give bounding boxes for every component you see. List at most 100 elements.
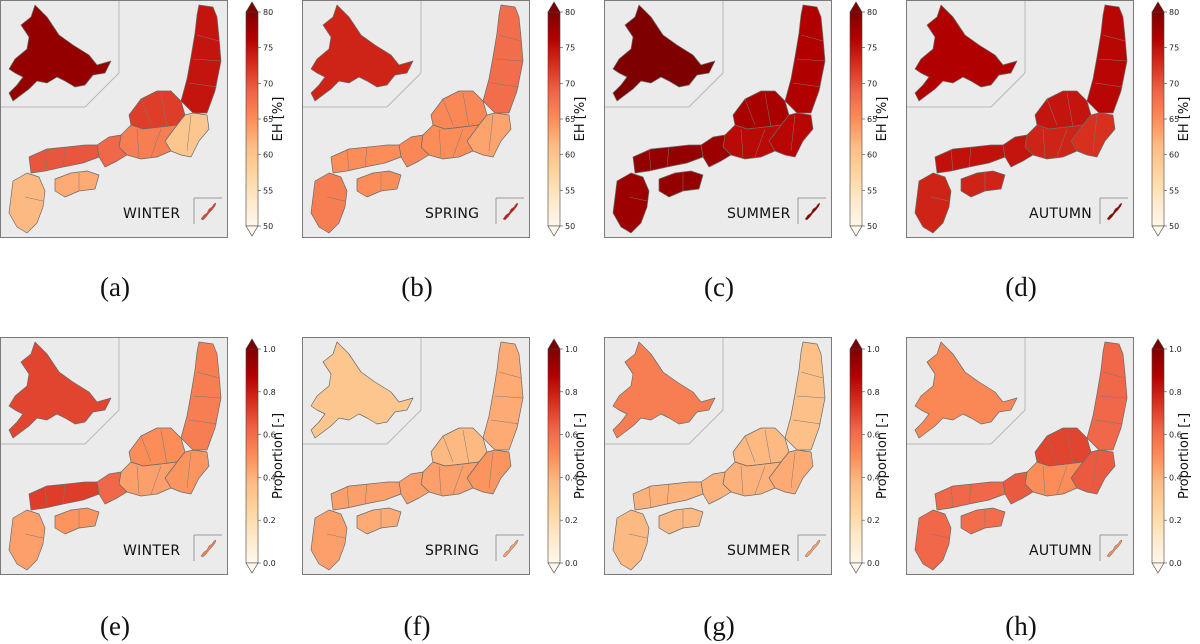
okinawa-inset xyxy=(797,534,826,561)
region-tohoku xyxy=(1086,341,1128,451)
colorbar-tick: 65 xyxy=(263,115,273,124)
region-north xyxy=(430,427,488,467)
season-label: SPRING xyxy=(425,206,480,222)
map-frame: SPRING xyxy=(302,0,530,238)
panel-caption: (b) xyxy=(401,272,433,302)
prefecture-borders xyxy=(326,34,524,202)
japan-choropleth xyxy=(1,338,222,571)
region-shikoku xyxy=(356,170,402,198)
region-north xyxy=(732,427,790,467)
region-okinawa xyxy=(200,539,217,558)
map-panel-summer: SUMMER 0.0 0.2 0.4 0.6 0.8 1.0 Proportion [-] xyxy=(604,337,894,577)
colorbar: 50 55 60 65 70 75 80 EH [%] xyxy=(547,1,588,237)
region-tohoku xyxy=(180,341,222,451)
japan-choropleth xyxy=(1,1,222,234)
colorbar-tick: 70 xyxy=(1169,79,1179,88)
japan-choropleth xyxy=(907,338,1128,571)
region-tohoku xyxy=(482,341,524,451)
prefecture-borders xyxy=(628,371,826,539)
season-label: AUTUMN xyxy=(1029,543,1092,559)
region-kyushu xyxy=(8,172,46,234)
map-panel-summer: SUMMER 50 55 60 65 70 75 80 EH [%] xyxy=(604,0,894,240)
region-kansai xyxy=(398,471,430,505)
map-frame: WINTER xyxy=(0,0,228,238)
region-shikoku xyxy=(960,507,1006,535)
colorbar-tick: 0.0 xyxy=(263,559,276,568)
panel-caption: (f) xyxy=(403,611,431,641)
map-panel-autumn: AUTUMN 50 55 60 65 70 75 80 EH [%] xyxy=(906,0,1196,240)
season-label: WINTER xyxy=(123,206,181,222)
colorbar-tick: 0.8 xyxy=(1169,388,1182,397)
colorbar-tick: 55 xyxy=(867,186,877,195)
region-tohoku xyxy=(784,341,826,451)
season-label: WINTER xyxy=(123,543,181,559)
colorbar: 0.0 0.2 0.4 0.6 0.8 1.0 Proportion [-] xyxy=(1151,338,1192,574)
colorbar-tick: 60 xyxy=(867,151,877,160)
okinawa-inset xyxy=(797,197,826,224)
region-kyushu xyxy=(310,172,348,234)
inset-divider xyxy=(907,338,1026,445)
inset-divider xyxy=(605,338,724,445)
colorbar-tick: 65 xyxy=(867,115,877,124)
region-kyushu xyxy=(612,509,650,571)
season-label: SPRING xyxy=(425,543,480,559)
region-kansai xyxy=(96,471,128,505)
map-panel-winter: WINTER 50 55 60 65 70 75 80 EH [%] xyxy=(0,0,290,240)
region-north xyxy=(1034,90,1092,130)
colorbar-label: Proportion [-] xyxy=(573,413,588,499)
panel-caption: (h) xyxy=(1005,611,1037,641)
region-kansai xyxy=(700,471,732,505)
region-north xyxy=(128,427,186,467)
map-frame: SUMMER xyxy=(604,337,832,575)
colorbar-tick: 0.2 xyxy=(867,516,880,525)
region-kyushu xyxy=(914,172,952,234)
colorbar: 0.0 0.2 0.4 0.6 0.8 1.0 Proportion [-] xyxy=(547,338,588,574)
okinawa-inset xyxy=(193,197,222,224)
region-shikoku xyxy=(658,170,704,198)
colorbar-label: EH [%] xyxy=(875,97,890,142)
colorbar-tick: 75 xyxy=(565,44,575,53)
colorbar-tick: 0.6 xyxy=(1169,431,1182,440)
colorbar-label: Proportion [-] xyxy=(271,413,286,499)
region-hokkaido xyxy=(914,341,1018,439)
colorbar-tick: 0.4 xyxy=(263,473,276,482)
colorbar-tick: 1.0 xyxy=(1169,345,1182,354)
colorbar-label: EH [%] xyxy=(573,97,588,142)
region-north xyxy=(732,90,790,130)
map-frame: SPRING xyxy=(302,337,530,575)
region-tohoku xyxy=(1086,4,1128,114)
japan-choropleth xyxy=(907,1,1128,234)
colorbar-label: EH [%] xyxy=(1177,97,1192,142)
colorbar-tick: 0.2 xyxy=(565,516,578,525)
region-okinawa xyxy=(200,202,217,221)
colorbar-tick: 0.8 xyxy=(565,388,578,397)
colorbar: 0.0 0.2 0.4 0.6 0.8 1.0 Proportion [-] xyxy=(245,338,286,574)
colorbar-tick: 0.6 xyxy=(867,431,880,440)
region-north xyxy=(128,90,186,130)
region-okinawa xyxy=(502,539,519,558)
map-frame: AUTUMN xyxy=(906,337,1134,575)
region-shikoku xyxy=(960,170,1006,198)
region-hokkaido xyxy=(8,341,112,439)
japan-choropleth xyxy=(605,1,826,234)
season-label: AUTUMN xyxy=(1029,206,1092,222)
colorbar-tick: 0.0 xyxy=(1169,559,1182,568)
region-tohoku xyxy=(784,4,826,114)
colorbar-tick: 70 xyxy=(263,79,273,88)
colorbar-tick: 75 xyxy=(263,44,273,53)
inset-divider xyxy=(303,338,422,445)
colorbar-label: EH [%] xyxy=(271,97,286,142)
region-okinawa xyxy=(502,202,519,221)
region-shikoku xyxy=(54,170,100,198)
region-tohoku xyxy=(482,4,524,114)
region-okinawa xyxy=(804,539,821,558)
region-kyushu xyxy=(8,509,46,571)
prefecture-borders xyxy=(24,371,222,539)
colorbar-tick: 0.4 xyxy=(1169,473,1182,482)
region-kansai xyxy=(700,134,732,168)
region-hokkaido xyxy=(612,4,716,102)
region-hokkaido xyxy=(8,4,112,102)
inset-divider xyxy=(1,1,120,108)
colorbar-tick: 1.0 xyxy=(263,345,276,354)
colorbar-tick: 0.0 xyxy=(867,559,880,568)
